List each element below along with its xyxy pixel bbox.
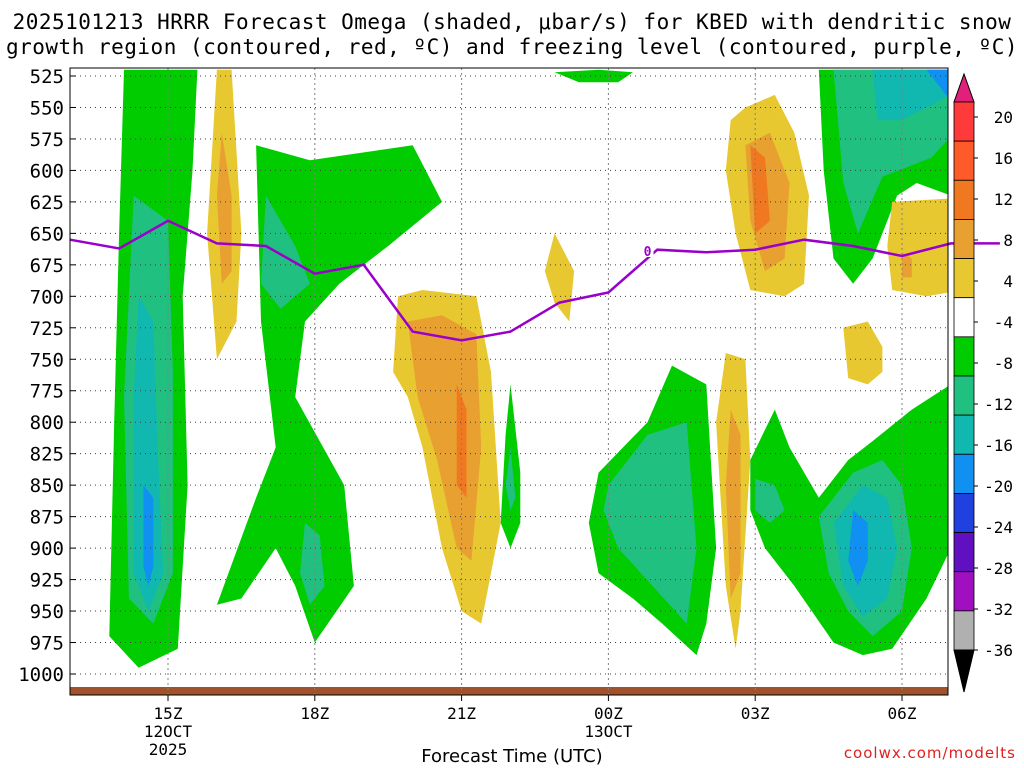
colorbar-top-arrow [953, 72, 975, 103]
y-tick-label-875: 875 [30, 507, 64, 529]
plot-area [70, 68, 948, 695]
y-tick-label-550: 550 [30, 97, 64, 119]
colorbar-swatch-11 [953, 532, 975, 573]
omega-region-27 [750, 145, 770, 234]
x-axis-label: Forecast Time (UTC) [421, 746, 603, 767]
x-tick-label-06Z: 06Z [888, 704, 917, 723]
y-tick-label-975: 975 [30, 633, 64, 655]
omega-region-8 [300, 522, 325, 605]
y-tick-label-525: 525 [30, 66, 64, 88]
ground-strip [70, 687, 948, 695]
y-tick-label-950: 950 [30, 601, 64, 623]
colorbar: 20 16 12 8 4 -4 -8 -12 -16 -20 -24 -28 -32 -36 [953, 72, 1013, 693]
colorbar-swatch-4 [953, 258, 975, 299]
y-tick-label-750: 750 [30, 349, 64, 371]
chart-title-line-1: 2025101213 HRRR Forecast Omega (shaded, … [12, 10, 1012, 34]
x-tick-label-15Z: 15Z [154, 704, 183, 723]
colorbar-swatch-7 [953, 375, 975, 416]
omega-region-31 [926, 69, 948, 96]
omega-region-23 [848, 510, 868, 586]
omega-region-14 [544, 233, 575, 322]
x-tick-label-18Z: 18Z [300, 704, 329, 723]
x-tick-label-00Z: 00Z [594, 704, 623, 723]
freezing-level-label: 0 [644, 245, 652, 260]
colorbar-swatch-13 [953, 610, 975, 651]
y-tick-label-725: 725 [30, 318, 64, 340]
colorbar-label-4: 4 [1003, 272, 1013, 291]
colorbar-label-2: 12 [994, 190, 1013, 209]
colorbar-label-0: 20 [994, 108, 1013, 127]
chart-title-line-2: growth region (contoured, red, ºC) and f… [5, 35, 1019, 59]
x-tick-label-03Z: 03Z [741, 704, 770, 723]
y-tick-label-925: 925 [30, 570, 64, 592]
colorbar-swatch-10 [953, 493, 975, 533]
y-tick-label-675: 675 [30, 255, 64, 277]
colorbar-label-5: -4 [994, 313, 1013, 332]
colorbar-swatch-5 [953, 297, 975, 338]
colorbar-swatch-1 [953, 140, 975, 181]
y-tick-label-825: 825 [30, 444, 64, 466]
omega-region-11 [456, 384, 467, 498]
omega-region-30 [872, 69, 948, 121]
colorbar-label-12: -32 [984, 600, 1013, 619]
omega-region-20 [755, 478, 785, 523]
y-tick-label-900: 900 [30, 538, 64, 560]
omega-region-24 [843, 321, 883, 385]
colorbar-label-3: 8 [1003, 231, 1013, 250]
x-tick-label-21Z: 21Z [447, 704, 476, 723]
y-tick-label-600: 600 [30, 160, 64, 182]
colorbar-swatch-0 [953, 101, 975, 142]
y-tick-label-625: 625 [30, 192, 64, 214]
colorbar-swatch-3 [953, 219, 975, 259]
y-tick-label-575: 575 [30, 129, 64, 151]
y-tick-label-700: 700 [30, 286, 64, 308]
colorbar-label-10: -24 [984, 518, 1013, 537]
x-tick-date-00Z: 13OCT [584, 722, 633, 741]
colorbar-swatch-8 [953, 414, 975, 455]
omega-region-3 [143, 485, 154, 586]
omega-region-7 [261, 195, 310, 309]
omega-region-10 [407, 315, 482, 561]
freezing-level: 0 [69, 219, 1000, 342]
y-tick-label-800: 800 [30, 412, 64, 434]
y-tick-label-775: 775 [30, 381, 64, 403]
omega-region-34 [902, 252, 912, 278]
colorbar-label-7: -12 [984, 395, 1013, 414]
omega-region-35 [554, 69, 633, 83]
axes: 525 550 575 600 625 650 675 700 725 750 775 800 825 8… [18, 66, 949, 759]
omega-region-18 [725, 409, 741, 599]
colorbar-label-1: 16 [994, 149, 1013, 168]
credit-link[interactable]: coolwx.com/modelts [843, 744, 1016, 762]
colorbar-swatch-12 [953, 571, 975, 612]
colorbar-label-13: -36 [984, 641, 1013, 660]
omega-region-16 [603, 422, 697, 624]
freezing-level-line [69, 219, 1000, 342]
x-tick-year-15Z: 2025 [149, 740, 188, 759]
colorbar-swatch-2 [953, 179, 975, 220]
x-tick-date-15Z: 12OCT [144, 722, 193, 741]
colorbar-label-11: -28 [984, 559, 1013, 578]
colorbar-label-8: -16 [984, 436, 1013, 455]
y-tick-label-850: 850 [30, 475, 64, 497]
omega-region-13 [505, 447, 516, 511]
colorbar-swatch-9 [953, 453, 975, 494]
freezing-label-bg [641, 242, 654, 257]
colorbar-label-9: -20 [984, 477, 1013, 496]
y-tick-label-650: 650 [30, 223, 64, 245]
y-tick-label-1000: 1000 [18, 664, 64, 686]
colorbar-swatch-6 [953, 336, 975, 377]
plot-frame [69, 67, 949, 696]
colorbar-label-6: -8 [994, 354, 1013, 373]
omega-region-2 [133, 296, 164, 612]
colorbar-bottom-arrow [953, 649, 975, 693]
